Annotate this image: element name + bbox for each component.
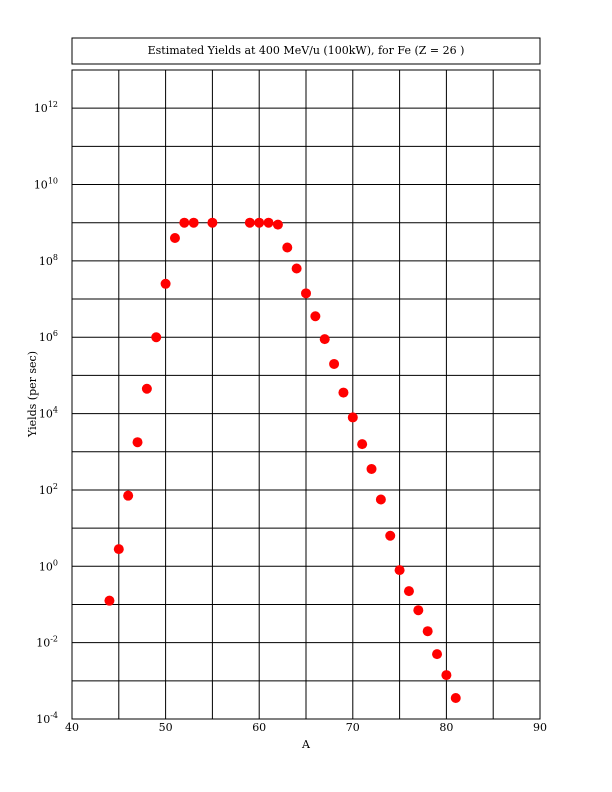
data-point [132,437,143,448]
title-box [71,37,541,65]
grid-lines [72,70,540,719]
data-point [207,217,218,228]
data-point [357,439,368,450]
data-point [319,334,330,345]
data-point [432,649,443,660]
y-tick-label: 100 [39,558,58,573]
data-point [141,383,152,394]
x-tick-label: 70 [346,721,360,734]
data-point [169,232,180,243]
data-point [301,288,311,299]
y-tick-label: 106 [39,329,58,344]
y-tick-label: 1010 [34,177,58,192]
data-point [403,586,414,597]
y-axis-label: Yields (per sec) [26,351,39,438]
data-point [394,565,405,576]
x-tick-label: 40 [65,721,79,734]
data-point [123,490,134,501]
x-tick-label: 60 [252,721,266,734]
data-point [104,595,115,606]
data-point [329,358,340,369]
data-point [282,242,293,253]
x-tick-label: 90 [533,721,547,734]
x-tick-labels: 40 50 60 70 80 90 [65,721,547,734]
data-point [244,217,255,228]
chart-title: Estimated Yields at 400 MeV/u (100kW), f… [148,44,465,57]
data-point [413,605,424,616]
data-point [422,626,433,637]
y-tick-label: 102 [39,482,58,497]
data-point [263,217,274,228]
data-points [104,217,461,704]
data-point [151,332,162,343]
plot-frame [71,69,541,720]
x-axis-label: A [301,738,311,751]
data-point [450,693,461,704]
data-point [179,217,190,228]
data-point [375,494,386,505]
data-point [441,670,452,681]
data-point [254,217,265,228]
data-point [188,217,199,228]
y-tick-label: 1012 [34,100,58,115]
data-point [338,387,349,398]
data-point [310,311,321,322]
y-tick-label: 10-2 [36,635,58,650]
y-tick-label: 10-4 [36,711,58,726]
data-point [291,263,302,274]
data-point [160,278,171,289]
data-point [385,530,396,541]
y-tick-label: 104 [39,406,58,421]
data-point [272,219,283,230]
x-tick-label: 50 [159,721,173,734]
data-point [113,544,124,555]
y-tick-label: 108 [39,253,58,268]
data-point [347,412,358,423]
x-tick-label: 80 [439,721,453,734]
data-point [366,463,377,474]
